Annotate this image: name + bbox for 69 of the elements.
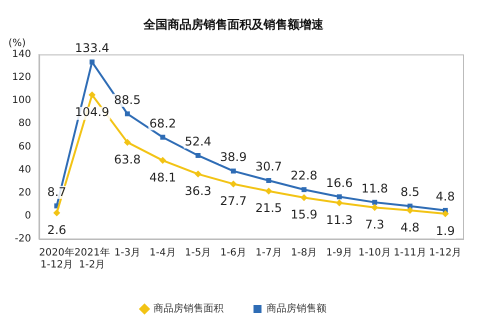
legend-label: 商品房销售面积 (154, 302, 224, 315)
x-tick-label: 1-5月 (184, 248, 212, 259)
data-label: 21.5 (255, 201, 282, 216)
x-tick-label: 2020年 1-12月 (39, 246, 74, 271)
point (230, 168, 236, 174)
x-tick-label: 1-11月 (394, 248, 426, 259)
x-tick-label: 1-10月 (358, 248, 392, 259)
data-label: 52.4 (184, 134, 212, 149)
data-label: 30.7 (255, 160, 282, 174)
data-label: 2.6 (47, 223, 66, 238)
point (53, 209, 60, 216)
data-label: 27.7 (220, 194, 247, 208)
x-tick-label: 1-3月 (114, 248, 141, 259)
data-label: 7.3 (365, 218, 384, 232)
y-axis-title: (%) (8, 38, 26, 49)
y-tick-label: 60 (18, 141, 32, 152)
data-label: 22.8 (290, 168, 318, 183)
data-label: 15.9 (290, 208, 318, 222)
point (124, 138, 131, 146)
y-tick-label: 120 (12, 72, 32, 84)
point (124, 111, 130, 116)
y-tick-label: -20 (14, 234, 32, 245)
point (371, 204, 378, 212)
point (159, 156, 166, 164)
x-tick-label: 1-12月 (428, 248, 462, 259)
y-tick-label: 20 (18, 187, 32, 198)
point (302, 187, 307, 192)
x-tick-label: 1-9月 (326, 248, 353, 259)
data-label: 36.3 (184, 184, 212, 198)
data-label: 48.1 (149, 170, 176, 185)
data-label: 8.5 (400, 185, 420, 200)
point (230, 180, 237, 188)
data-label: 88.5 (114, 92, 141, 107)
point (336, 194, 342, 200)
point (372, 200, 378, 205)
y-tick-label: 40 (18, 164, 32, 176)
data-label: 104.9 (74, 105, 110, 120)
point (442, 210, 449, 218)
y-tick-label: 0 (24, 210, 32, 222)
x-tick-label: 1-7月 (256, 248, 282, 259)
legend-label: 商品房销售额 (266, 302, 326, 315)
point (194, 170, 202, 178)
point (196, 152, 201, 158)
data-label: 4.8 (400, 220, 420, 235)
data-label: 8.7 (47, 185, 66, 200)
y-tick-label: 80 (18, 118, 32, 130)
point (265, 188, 272, 195)
y-tick-label: 100 (12, 95, 32, 106)
data-label: 63.8 (114, 152, 141, 166)
data-label: 38.9 (220, 150, 247, 164)
x-tick-label: 1-4月 (150, 248, 176, 259)
point (406, 206, 414, 214)
x-tick-label: 1-6月 (220, 248, 247, 259)
x-tick-label: 1-8月 (290, 248, 318, 259)
data-label: 16.6 (326, 176, 353, 190)
y-tick-label: 140 (12, 48, 32, 60)
x-tick-label: 2021年 1-2月 (74, 246, 110, 271)
point (90, 60, 95, 64)
chart-title: 全国商品房销售面积及销售额增速 (142, 17, 324, 32)
data-label: 68.2 (149, 116, 176, 130)
data-label: 11.3 (326, 213, 353, 228)
point (300, 194, 308, 202)
point (336, 199, 343, 206)
data-label: 133.4 (74, 41, 110, 56)
point (266, 178, 272, 183)
data-label: 4.8 (436, 190, 455, 204)
point (88, 91, 96, 98)
data-label: 1.9 (436, 224, 455, 238)
data-label: 11.8 (361, 181, 388, 196)
